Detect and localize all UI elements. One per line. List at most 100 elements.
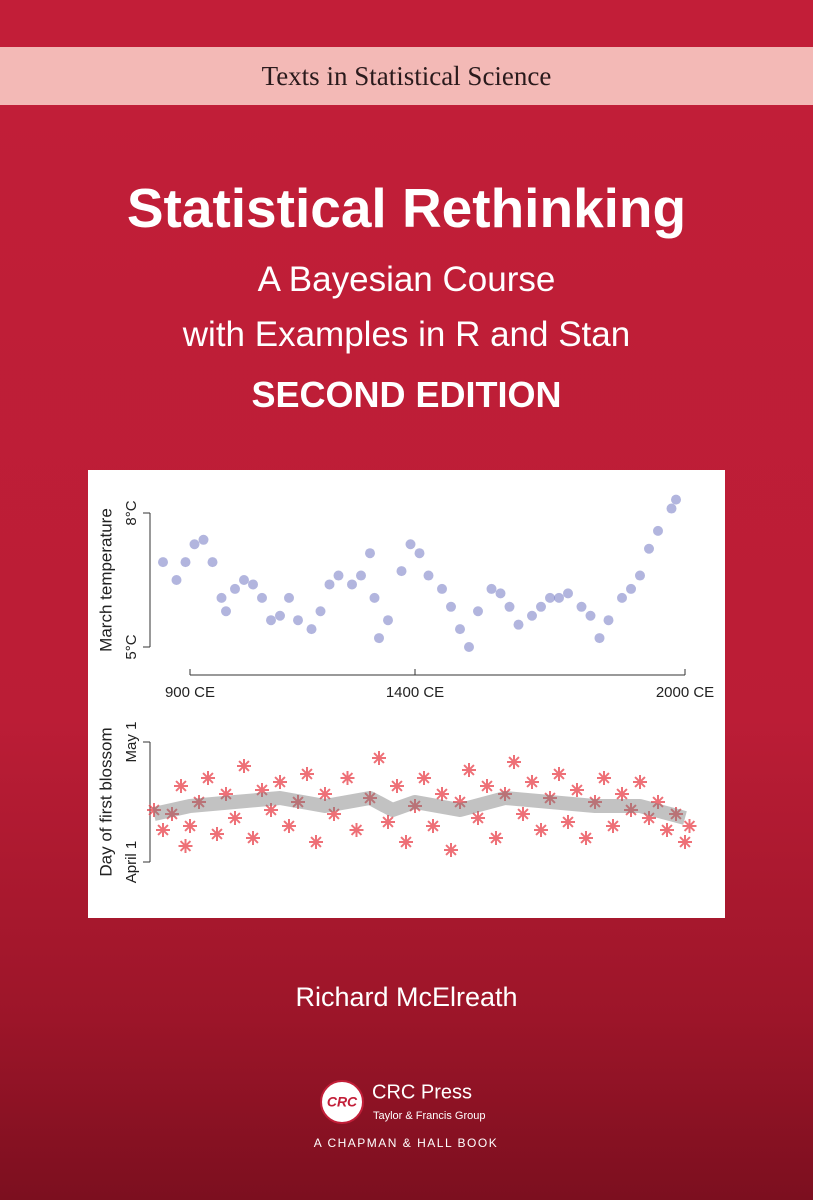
data-point <box>178 839 193 853</box>
data-point <box>246 831 260 845</box>
y-tick-label: April 1 <box>123 841 140 884</box>
data-point <box>426 819 440 833</box>
y-axis-label: March temperature <box>96 508 115 652</box>
crc-logo <box>320 1080 364 1124</box>
data-point <box>349 823 364 837</box>
data-point <box>486 583 497 594</box>
data-point <box>603 615 614 626</box>
data-point <box>635 570 645 581</box>
data-point <box>576 601 587 612</box>
charts: 5°C 8°C March temperature 900 CE 1400 CE 2000… <box>96 494 714 884</box>
data-point <box>480 779 494 793</box>
publisher-group: Taylor & Francis Group <box>373 1110 485 1122</box>
data-point <box>525 775 539 789</box>
data-point <box>642 811 656 825</box>
book-title: Statistical Rethinking <box>126 177 687 239</box>
data-point <box>219 787 233 801</box>
subtitle: A Bayesian Course <box>257 260 556 299</box>
data-point <box>579 831 593 845</box>
data-point <box>471 811 485 825</box>
data-point <box>273 775 287 789</box>
data-point <box>594 633 605 644</box>
data-point <box>198 534 209 545</box>
y-tick-label: May 1 <box>123 722 140 763</box>
series-band <box>0 47 813 105</box>
data-point <box>545 592 555 603</box>
data-point <box>671 494 681 505</box>
data-point <box>230 583 240 594</box>
data-point <box>381 815 395 829</box>
series-title: Texts in Statistical Science <box>261 61 552 91</box>
publisher-name: CRC Press <box>372 1081 472 1103</box>
data-point <box>651 795 665 809</box>
data-point <box>615 787 629 801</box>
data-point <box>158 557 168 568</box>
author: Richard McElreath <box>295 982 518 1012</box>
data-point <box>318 787 332 801</box>
data-point <box>588 795 602 809</box>
data-point <box>435 787 449 801</box>
data-point <box>606 819 620 833</box>
data-point <box>561 815 575 829</box>
data-point <box>156 823 170 837</box>
y-tick-label: 8°C <box>123 500 140 525</box>
data-point <box>678 835 692 849</box>
data-point <box>324 579 335 590</box>
data-point <box>543 791 557 805</box>
data-point <box>315 606 326 617</box>
data-point <box>408 799 422 813</box>
data-point <box>453 795 467 809</box>
data-point <box>666 503 677 514</box>
data-point <box>444 843 458 857</box>
data-point <box>383 615 393 626</box>
data-point <box>306 624 317 635</box>
data-point <box>183 819 197 833</box>
data-point <box>372 751 386 765</box>
data-point <box>275 610 285 621</box>
y-tick-label: 5°C <box>123 634 140 659</box>
data-point <box>147 803 161 817</box>
data-point <box>498 787 512 801</box>
data-point <box>264 803 278 817</box>
data-point <box>207 557 218 568</box>
data-point <box>347 579 357 590</box>
data-point <box>363 791 377 805</box>
data-point <box>495 588 506 599</box>
data-point <box>284 592 294 603</box>
data-point <box>552 767 566 781</box>
data-point <box>417 771 431 785</box>
data-point <box>682 819 697 833</box>
data-point <box>365 548 375 559</box>
data-point <box>585 610 596 621</box>
data-point <box>340 771 355 785</box>
data-point <box>513 619 524 630</box>
x-tick-label: 900 CE <box>165 684 215 701</box>
data-point <box>455 624 465 635</box>
data-point <box>291 795 305 809</box>
data-point <box>423 570 434 581</box>
data-point <box>399 835 413 849</box>
imprint: A CHAPMAN & HALL BOOK <box>314 1136 498 1150</box>
data-point <box>534 823 548 837</box>
trend-band <box>152 791 687 825</box>
data-point <box>221 606 231 617</box>
data-point <box>333 570 344 581</box>
data-point <box>570 783 584 797</box>
data-point <box>464 642 474 652</box>
data-point <box>356 570 366 581</box>
data-point <box>171 575 182 585</box>
data-point <box>507 755 521 769</box>
data-point <box>201 771 215 785</box>
edition: SECOND EDITION <box>251 374 562 415</box>
data-point <box>237 759 251 773</box>
data-point <box>462 763 476 777</box>
data-point <box>644 543 654 554</box>
data-point <box>390 779 404 793</box>
x-tick-label: 1400 CE <box>386 684 444 701</box>
data-point <box>563 588 573 599</box>
data-point <box>446 601 456 612</box>
data-point <box>653 525 663 536</box>
data-point <box>624 803 638 817</box>
